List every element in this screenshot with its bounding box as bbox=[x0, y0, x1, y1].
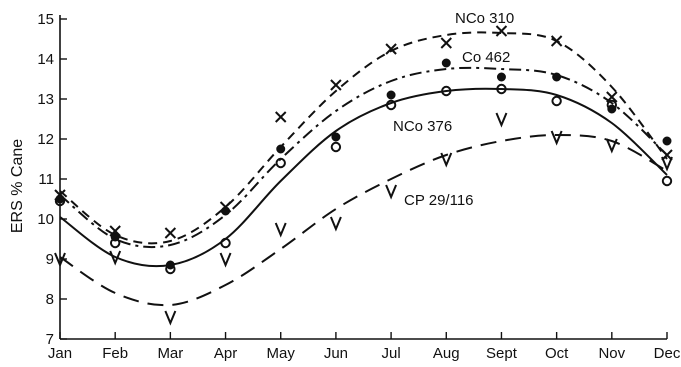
point-nco-376 bbox=[496, 83, 507, 95]
y-tick-label: 13 bbox=[37, 91, 54, 108]
point-cp-29-116 bbox=[440, 152, 453, 168]
y-tick-label: 14 bbox=[37, 51, 54, 68]
x-tick-label: Oct bbox=[545, 345, 569, 362]
x-tick-label: Jul bbox=[381, 345, 400, 362]
y-tick-label: 11 bbox=[38, 171, 54, 188]
point-nco-310 bbox=[606, 91, 618, 103]
point-cp-29-116 bbox=[164, 310, 177, 326]
x-tick-label: Dec bbox=[654, 345, 681, 362]
point-cp-29-116 bbox=[54, 252, 66, 268]
point-nco-376 bbox=[661, 175, 673, 187]
point-nco-376 bbox=[275, 157, 286, 169]
point-nco-310 bbox=[164, 227, 177, 239]
point-nco-376 bbox=[220, 237, 231, 249]
point-nco-376 bbox=[54, 195, 66, 207]
point-nco-376 bbox=[441, 85, 452, 97]
point-co-462 bbox=[276, 144, 286, 154]
point-cp-29-116 bbox=[385, 184, 398, 200]
point-nco-310 bbox=[550, 35, 563, 47]
x-tick-label: Jan bbox=[48, 345, 72, 362]
x-tick-label: Feb bbox=[102, 345, 128, 362]
x-tick-label: Sept bbox=[486, 345, 518, 362]
y-tick-label: 7 bbox=[46, 331, 54, 348]
series-labels: NCo 310 Co 462 NCo 376 CP 29/116 bbox=[393, 10, 514, 209]
y-tick-label: 8 bbox=[46, 291, 54, 308]
point-nco-376 bbox=[385, 99, 397, 111]
x-tick-label: Nov bbox=[598, 345, 625, 362]
point-cp-29-116 bbox=[550, 130, 563, 146]
y-tick-label: 10 bbox=[37, 211, 54, 228]
curve-cp-29-116 bbox=[59, 133, 668, 307]
point-co-462 bbox=[331, 132, 341, 142]
y-tick-label: 15 bbox=[37, 11, 54, 28]
point-co-462 bbox=[441, 58, 451, 68]
point-co-462 bbox=[496, 72, 506, 82]
series-label-nco-376: NCo 376 bbox=[393, 118, 452, 135]
point-cp-29-116 bbox=[109, 250, 122, 266]
point-nco-376 bbox=[109, 237, 121, 249]
x-tick-label: Apr bbox=[214, 345, 237, 362]
point-nco-310 bbox=[275, 111, 287, 123]
curve-nco-376 bbox=[59, 87, 668, 268]
series-label-nco-310: NCo 310 bbox=[455, 10, 514, 27]
point-cp-29-116 bbox=[219, 252, 232, 268]
point-cp-29-116 bbox=[274, 222, 287, 238]
point-co-462 bbox=[221, 206, 231, 216]
x-tick-label: May bbox=[267, 345, 296, 362]
axes: 7 8 9 10 11 12 13 14 15 Jan Feb Mar Apr May Jun Jul Aug S… bbox=[37, 11, 681, 362]
point-cp-29-116 bbox=[495, 112, 508, 128]
y-tick-label: 9 bbox=[46, 251, 54, 268]
point-co-462 bbox=[662, 136, 672, 146]
data-marks bbox=[54, 25, 673, 326]
point-nco-310 bbox=[495, 25, 508, 37]
curve-nco-310 bbox=[59, 31, 668, 245]
point-nco-310 bbox=[440, 37, 452, 49]
curves bbox=[59, 31, 668, 307]
point-nco-376 bbox=[165, 263, 176, 275]
point-nco-376 bbox=[551, 95, 562, 107]
point-nco-310 bbox=[330, 79, 342, 91]
series-label-co-462: Co 462 bbox=[462, 49, 510, 66]
point-cp-29-116 bbox=[605, 138, 618, 154]
point-nco-376 bbox=[606, 99, 618, 111]
point-nco-376 bbox=[330, 141, 342, 153]
point-cp-29-116 bbox=[329, 216, 342, 232]
y-tick-label: 12 bbox=[37, 131, 54, 148]
point-nco-310 bbox=[661, 149, 673, 161]
point-cp-29-116 bbox=[661, 156, 673, 172]
point-co-462 bbox=[386, 90, 396, 100]
x-tick-label: Mar bbox=[157, 345, 183, 362]
point-co-462 bbox=[552, 72, 562, 82]
point-nco-310 bbox=[385, 43, 397, 55]
x-tick-label: Jun bbox=[324, 345, 348, 362]
x-tick-label: Aug bbox=[433, 345, 460, 362]
curve-co-462 bbox=[59, 66, 668, 249]
y-axis-label: ERS % Cane bbox=[9, 139, 26, 233]
series-label-cp-29-116: CP 29/116 bbox=[404, 192, 474, 209]
